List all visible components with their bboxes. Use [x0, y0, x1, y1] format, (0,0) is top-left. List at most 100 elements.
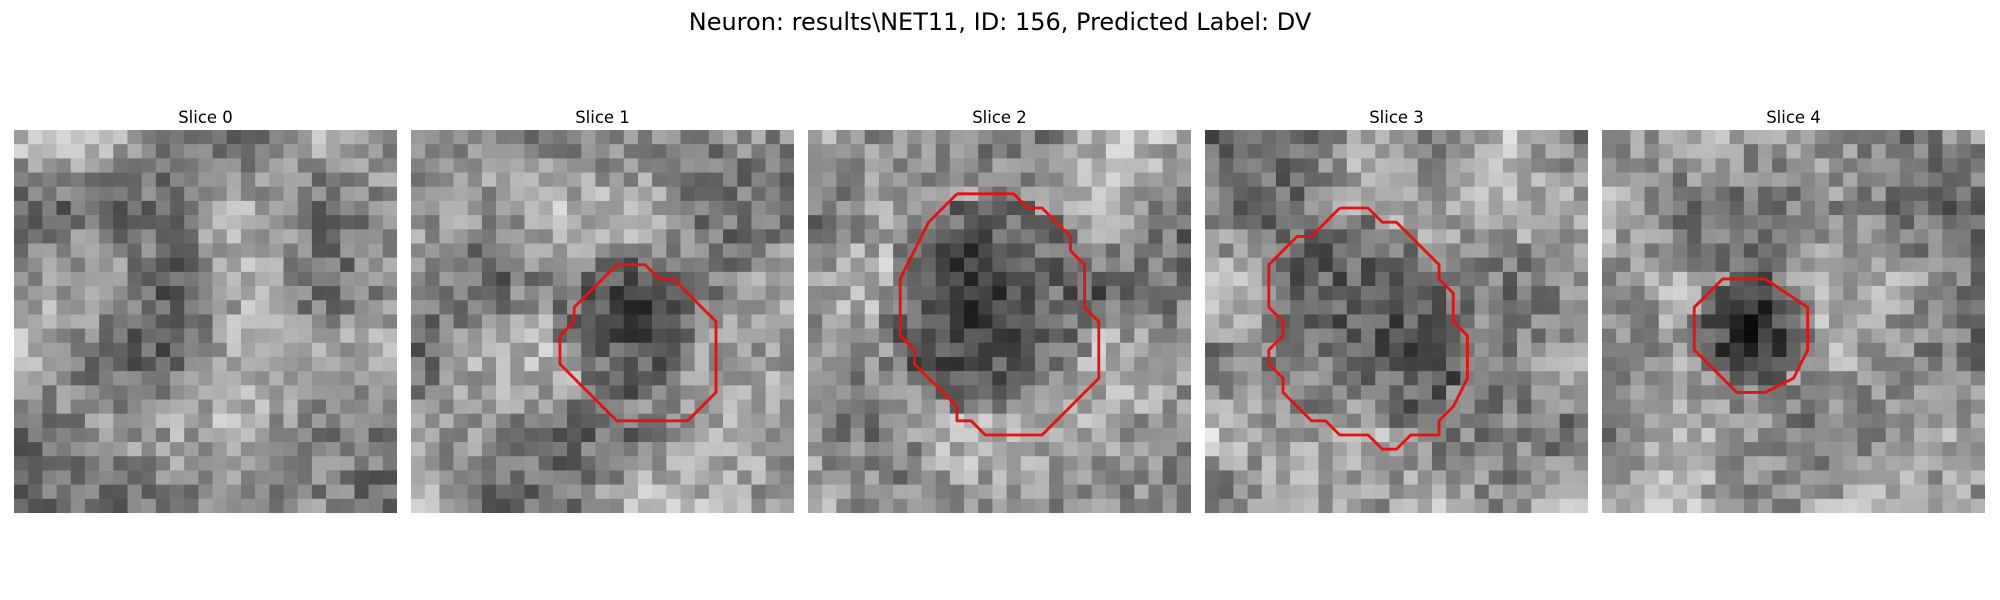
image-pixel: [1063, 314, 1078, 329]
image-pixel: [1346, 257, 1362, 273]
image-pixel: [1049, 328, 1064, 344]
image-pixel: [1602, 186, 1617, 202]
image-pixel: [283, 200, 298, 216]
image-pixel: [1290, 484, 1305, 500]
image-pixel: [964, 356, 979, 372]
image-pixel: [1828, 130, 1844, 145]
image-pixel: [1701, 130, 1716, 145]
image-pixel: [978, 172, 993, 188]
image-pixel: [226, 286, 242, 301]
image-pixel: [1375, 484, 1390, 500]
image-pixel: [1828, 158, 1844, 173]
image-pixel: [99, 470, 114, 485]
image-pixel: [155, 413, 171, 429]
image-pixel: [1020, 257, 1036, 273]
image-pixel: [1474, 427, 1489, 443]
image-pixel: [1658, 314, 1674, 329]
image-pixel: [425, 144, 440, 159]
image-pixel: [1063, 215, 1078, 230]
image-pixel: [1389, 286, 1404, 301]
image-pixel: [113, 172, 128, 188]
image-pixel: [1233, 243, 1248, 258]
image-pixel: [1219, 399, 1234, 414]
image-pixel: [1814, 300, 1830, 315]
image-pixel: [1049, 456, 1064, 471]
image-pixel: [1956, 130, 1972, 145]
image-pixel: [1233, 130, 1248, 145]
image-pixel: [1531, 399, 1546, 414]
image-pixel: [198, 186, 213, 202]
image-pixel: [1318, 243, 1333, 258]
image-pixel: [1857, 144, 1872, 159]
image-pixel: [212, 399, 228, 414]
image-pixel: [1049, 257, 1064, 273]
image-pixel: [1672, 144, 1688, 159]
image-pixel: [14, 300, 29, 315]
image-pixel: [1786, 172, 1801, 188]
image-pixel: [538, 144, 554, 159]
image-pixel: [1162, 356, 1178, 372]
image-pixel: [1318, 356, 1333, 372]
image-pixel: [850, 215, 866, 230]
image-pixel: [921, 385, 936, 400]
image-pixel: [1843, 371, 1858, 386]
image-pixel: [354, 271, 369, 287]
image-pixel: [1545, 300, 1560, 315]
image-pixel: [1304, 484, 1319, 500]
image-pixel: [425, 484, 440, 500]
image-pixel: [723, 257, 738, 273]
image-pixel: [1531, 484, 1546, 500]
image-pixel: [425, 470, 440, 485]
image-pixel: [822, 470, 837, 485]
image-pixel: [1361, 484, 1376, 500]
image-pixel: [1729, 229, 1745, 244]
image-pixel: [666, 130, 681, 145]
image-pixel: [921, 243, 936, 258]
image-pixel: [552, 229, 568, 244]
image-pixel: [1630, 186, 1645, 202]
image-pixel: [1446, 498, 1461, 513]
image-pixel: [992, 456, 1007, 471]
image-pixel: [1431, 442, 1447, 457]
image-pixel: [510, 144, 525, 159]
image-pixel: [637, 484, 653, 500]
image-pixel: [1105, 456, 1121, 471]
image-pixel: [552, 413, 568, 429]
image-pixel: [99, 286, 114, 301]
image-pixel: [751, 328, 766, 344]
image-pixel: [581, 356, 596, 372]
image-pixel: [737, 470, 752, 485]
image-pixel: [808, 158, 823, 173]
image-pixel: [439, 172, 454, 188]
image-pixel: [1658, 271, 1674, 287]
image-pixel: [467, 342, 483, 358]
image-pixel: [850, 243, 866, 258]
image-pixel: [1928, 158, 1943, 173]
image-pixel: [723, 456, 738, 471]
image-pixel: [737, 328, 752, 344]
image-pixel: [212, 342, 228, 358]
image-pixel: [1219, 314, 1234, 329]
image-pixel: [1162, 229, 1178, 244]
image-pixel: [198, 314, 213, 329]
image-pixel: [496, 442, 511, 457]
image-pixel: [680, 243, 695, 258]
image-pixel: [1914, 427, 1929, 443]
image-pixel: [1616, 371, 1631, 386]
image-pixel: [708, 484, 724, 500]
image-pixel: [1261, 328, 1277, 344]
image-pixel: [524, 456, 539, 471]
image-pixel: [878, 442, 894, 457]
image-pixel: [850, 229, 866, 244]
image-pixel: [1899, 498, 1915, 513]
image-pixel: [1275, 342, 1291, 358]
image-pixel: [949, 456, 965, 471]
image-pixel: [1559, 144, 1575, 159]
image-pixel: [1573, 371, 1588, 386]
image-pixel: [297, 229, 313, 244]
image-pixel: [1105, 328, 1121, 344]
image-pixel: [1091, 271, 1107, 287]
image-pixel: [1545, 456, 1560, 471]
image-pixel: [382, 356, 397, 372]
image-pixel: [1630, 385, 1645, 400]
